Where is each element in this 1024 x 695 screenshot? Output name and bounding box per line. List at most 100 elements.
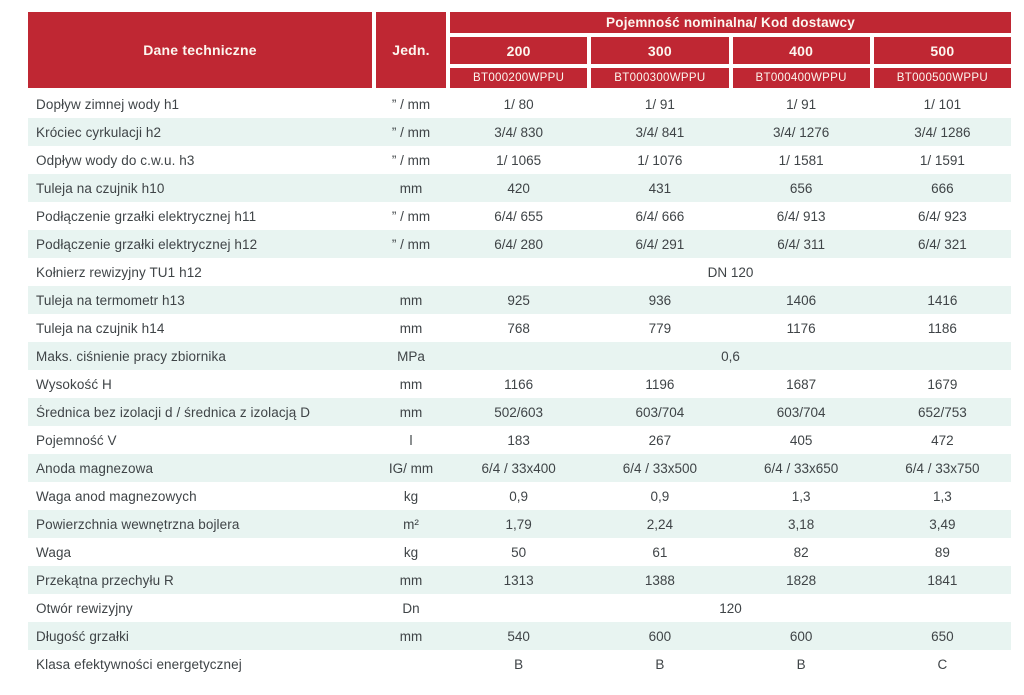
header-code-300: BT000300WPPU xyxy=(591,68,729,88)
header-jedn: Jedn. xyxy=(376,12,446,88)
row-unit: MPa xyxy=(397,348,425,364)
row-label: Kołnierz rewizyjny TU1 h12 xyxy=(36,264,202,280)
header-size-300: 300 xyxy=(591,37,729,64)
table-row: Pojemność V l 183 267 405 472 xyxy=(28,426,1011,454)
row-value-500: 1/ 1591 xyxy=(919,152,965,168)
row-value-200: 50 xyxy=(511,544,527,560)
row-value-300: 1196 xyxy=(645,376,675,392)
row-value-300: 779 xyxy=(648,320,672,336)
row-value-400: 600 xyxy=(789,628,813,644)
row-value-500: 652/753 xyxy=(917,404,967,420)
table-row: Waga anod magnezowych kg 0,9 0,9 1,3 1,3 xyxy=(28,482,1011,510)
row-unit: mm xyxy=(399,376,423,392)
row-unit: mm xyxy=(399,628,423,644)
row-value-300: 6/4/ 291 xyxy=(635,236,685,252)
table-row: Dopływ zimnej wody h1 ” / mm 1/ 80 1/ 91 1/ … xyxy=(28,90,1011,118)
row-value-400: 1687 xyxy=(786,376,817,392)
row-value-200: B xyxy=(514,656,524,672)
row-value-300: 2,24 xyxy=(646,516,674,532)
table-row: Otwór rewizyjny Dn 120 xyxy=(28,594,1011,622)
row-label: Średnica bez izolacji d / średnica z izo… xyxy=(36,404,311,420)
header-group-label: Pojemność nominalna/ Kod dostawcy xyxy=(450,12,1011,33)
row-label: Podłączenie grzałki elektrycznej h12 xyxy=(36,236,258,252)
table-row: Maks. ciśnienie pracy zbiornika MPa 0,6 xyxy=(28,342,1011,370)
row-value-400: 6/4 / 33x650 xyxy=(763,460,839,476)
row-value-500: C xyxy=(937,656,948,672)
row-label: Tuleja na czujnik h14 xyxy=(36,320,165,336)
row-value-500: 6/4/ 923 xyxy=(917,208,967,224)
row-value-400: 1406 xyxy=(786,292,817,308)
row-value-500: 472 xyxy=(931,432,954,448)
row-span-value: 0,6 xyxy=(721,348,740,364)
row-value-200: 1166 xyxy=(504,376,534,392)
row-value-500: 1,3 xyxy=(932,488,952,504)
row-value-400: 656 xyxy=(789,180,813,196)
row-value-300: 6/4/ 666 xyxy=(635,208,685,224)
table-row: Powierzchnia wewnętrzna bojlera m² 1,79 2,2… xyxy=(28,510,1011,538)
row-unit: l xyxy=(409,432,413,448)
table-row: Tuleja na czujnik h10 mm 420 431 656 666 xyxy=(28,174,1011,202)
row-value-400: 6/4/ 311 xyxy=(777,236,826,252)
row-label: Wysokość H xyxy=(36,376,112,392)
row-value-200: 0,9 xyxy=(509,488,529,504)
row-value-200: 6/4/ 655 xyxy=(494,208,544,224)
row-unit: mm xyxy=(399,180,423,196)
table-row: Anoda magnezowa IG/ mm 6/4 / 33x400 6/4 / 3… xyxy=(28,454,1011,482)
header-size-400: 400 xyxy=(732,37,870,64)
table-row: Klasa efektywności energetycznej B B B C xyxy=(28,650,1011,678)
row-unit: ” / mm xyxy=(391,208,431,224)
row-value-500: 1841 xyxy=(927,572,958,588)
row-value-300: 1/ 91 xyxy=(644,96,675,112)
row-value-300: 1/ 1076 xyxy=(637,152,683,168)
table-row: Długość grzałki mm 540 600 600 650 xyxy=(28,622,1011,650)
row-value-500: 3/4/ 1286 xyxy=(914,124,971,140)
row-label: Długość grzałki xyxy=(36,628,130,644)
row-label: Dopływ zimnej wody h1 xyxy=(36,96,180,112)
row-value-300: 3/4/ 841 xyxy=(635,124,685,140)
row-value-200: 1313 xyxy=(503,572,534,588)
row-value-200: 1/ 80 xyxy=(503,96,534,112)
table-row: Tuleja na termometr h13 mm 925 936 1406 1416 xyxy=(28,286,1011,314)
row-value-400: 1828 xyxy=(786,572,817,588)
row-value-500: 6/4/ 321 xyxy=(917,236,967,252)
row-unit: mm xyxy=(399,292,423,308)
header-code-500: BT000500WPPU xyxy=(873,68,1011,88)
row-unit: ” / mm xyxy=(391,152,431,168)
header-code-200: BT000200WPPU xyxy=(450,68,588,88)
row-value-300: 936 xyxy=(648,292,672,308)
row-label: Podłączenie grzałki elektrycznej h11 xyxy=(36,208,257,224)
row-value-500: 650 xyxy=(931,628,954,644)
row-value-200: 1/ 1065 xyxy=(496,152,542,168)
row-label: Anoda magnezowa xyxy=(36,460,154,476)
table-row: Podłączenie grzałki elektrycznej h12 ” / … xyxy=(28,230,1011,258)
row-span-value: DN 120 xyxy=(707,264,754,280)
row-unit: m² xyxy=(403,516,419,532)
row-label: Otwór rewizyjny xyxy=(36,600,133,616)
header-size-500: 500 xyxy=(873,37,1011,64)
table-row: Podłączenie grzałki elektrycznej h11 ” / … xyxy=(28,202,1011,230)
table-row: Przekątna przechyłu R mm 1313 1388 1828 1841 xyxy=(28,566,1011,594)
row-label: Waga anod magnezowych xyxy=(36,488,197,504)
row-value-300: 61 xyxy=(652,544,668,560)
row-value-300: 603/704 xyxy=(635,404,685,420)
row-value-400: 405 xyxy=(789,432,813,448)
header-code-400: BT000400WPPU xyxy=(732,68,870,88)
row-value-500: 1679 xyxy=(927,376,958,392)
row-value-400: 1/ 91 xyxy=(786,96,817,112)
header-size-200: 200 xyxy=(450,37,588,64)
row-unit: IG/ mm xyxy=(388,460,434,476)
row-value-400: 3,18 xyxy=(787,516,815,532)
table-row: Średnica bez izolacji d / średnica z izo… xyxy=(28,398,1011,426)
row-value-200: 420 xyxy=(507,180,530,196)
row-label: Powierzchnia wewnętrzna bojlera xyxy=(36,516,240,532)
row-value-200: 540 xyxy=(507,628,530,644)
row-unit: mm xyxy=(399,320,423,336)
row-value-300: 267 xyxy=(648,432,672,448)
table-row: Kołnierz rewizyjny TU1 h12 DN 120 xyxy=(28,258,1011,286)
row-label: Pojemność V xyxy=(36,432,117,448)
table-header: Dane techniczne Jedn. Pojemność nominaln… xyxy=(28,12,1011,88)
row-value-500: 666 xyxy=(931,180,954,196)
row-label: Przekątna przechyłu R xyxy=(36,572,174,588)
row-value-500: 1/ 101 xyxy=(923,96,962,112)
row-unit: kg xyxy=(403,488,419,504)
